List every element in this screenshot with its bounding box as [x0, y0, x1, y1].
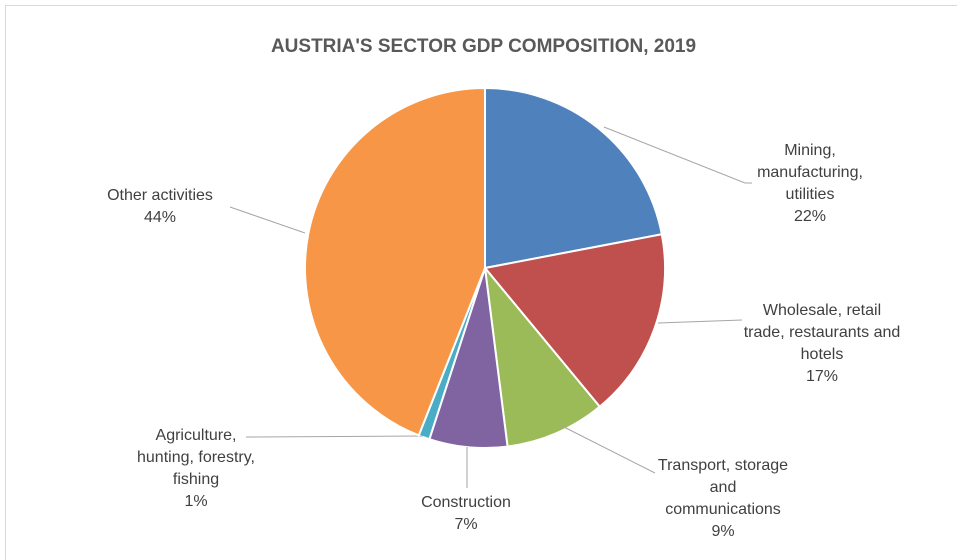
leader-line [603, 126, 752, 184]
leader-line [229, 206, 306, 234]
value-label: 9% [711, 523, 735, 540]
value-label: 1% [184, 493, 208, 510]
chart-title: AUSTRIA'S SECTOR GDP COMPOSITION, 2019 [270, 36, 697, 57]
slice-label: Construction 7% [400, 492, 532, 536]
value-label: 44% [143, 209, 177, 226]
leader-line [559, 424, 656, 474]
pie-slice [484, 86, 663, 270]
pie-slice [483, 264, 602, 448]
chart-frame [5, 5, 957, 560]
value-label: 17% [805, 368, 839, 385]
value-label: 22% [793, 208, 827, 225]
leader-line [657, 319, 743, 324]
category-label: Wholesale, retail trade, restaurants and… [743, 302, 901, 363]
category-label: Agriculture, hunting, forestry, fishing [137, 427, 255, 488]
slice-label: Mining, manufacturing, utilities 22% [735, 140, 885, 228]
slice-label: Wholesale, retail trade, restaurants and… [742, 300, 902, 388]
category-label: Transport, storage and communications [657, 457, 789, 518]
slice-label: Other activities 44% [80, 185, 240, 229]
pie-slice [483, 233, 666, 409]
category-label: Other activities [107, 187, 213, 204]
pie-slice [304, 86, 486, 437]
value-label: 7% [454, 516, 478, 533]
leader-line [245, 435, 424, 438]
category-label: Mining, manufacturing, utilities [757, 142, 863, 203]
slice-label: Agriculture, hunting, forestry, fishing 1… [128, 425, 264, 513]
category-label: Construction [421, 494, 511, 511]
slice-label: Transport, storage and communications 9% [655, 455, 791, 543]
